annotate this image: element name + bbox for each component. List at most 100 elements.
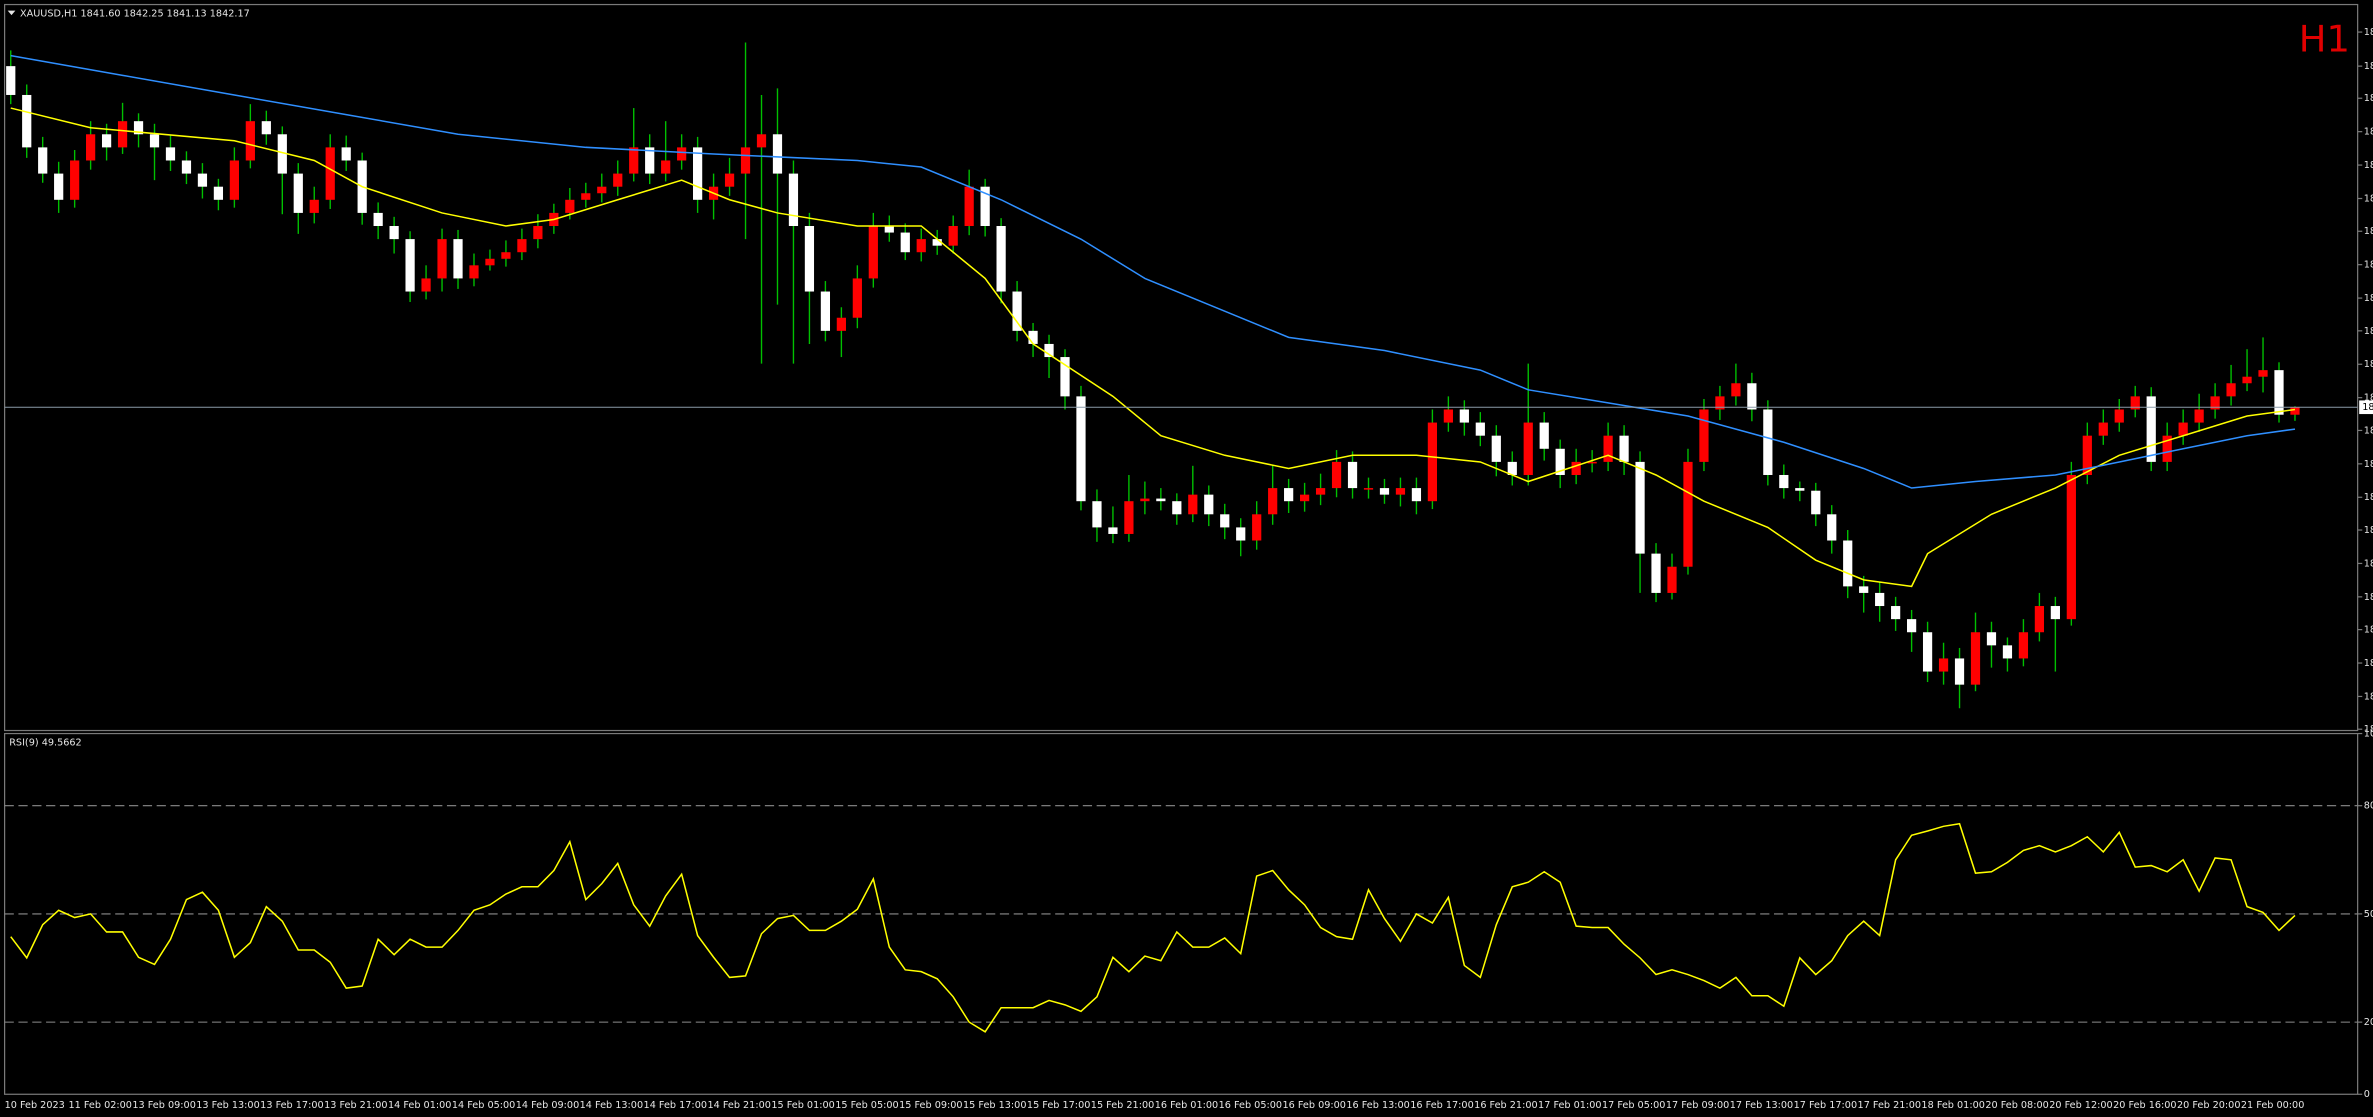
candle-body (661, 160, 671, 174)
header-arrow (7, 10, 16, 16)
x-tick-label: 17 Feb 09:00 (1666, 1100, 1729, 1111)
candle-body (421, 278, 431, 292)
candle-body (485, 258, 495, 266)
candle-body (884, 226, 894, 233)
y-tick-label: 1840.40 (2364, 425, 2373, 436)
candle-body (38, 147, 48, 174)
candle-body (2194, 409, 2204, 423)
y-tick-label: 1822.65 (2364, 658, 2373, 669)
candle-body (1172, 501, 1182, 515)
candle-body (1124, 501, 1134, 534)
x-tick-label: 10 Feb 2023 (5, 1100, 65, 1111)
candle-body (1795, 488, 1805, 491)
rsi-line (10, 822, 2296, 1033)
candle-body (1156, 498, 1166, 502)
candle-body (213, 186, 224, 200)
candle-body (900, 232, 910, 253)
candle-body (325, 147, 335, 200)
candle-body (1268, 488, 1278, 515)
x-tick-label: 14 Feb 13:00 (580, 1100, 643, 1111)
candle-body (1811, 490, 1821, 515)
candle-body (1220, 514, 1230, 528)
candle-body (2146, 396, 2156, 462)
candle-body (613, 173, 623, 187)
candle-body (2290, 407, 2300, 415)
x-tick-label: 14 Feb 17:00 (644, 1100, 707, 1111)
candle-body (964, 186, 974, 227)
candle-body (693, 147, 703, 200)
candle-body (2242, 376, 2252, 384)
candle-body (405, 239, 415, 292)
candle-body (1970, 632, 1981, 685)
y-tick-label: 1820.10 (2364, 691, 2373, 702)
candle-body (2210, 396, 2220, 410)
candle-body (229, 160, 239, 200)
candle-body (2226, 383, 2236, 397)
candle-body (1763, 409, 1773, 475)
y-tick-label: 100 (2364, 729, 2373, 740)
y-tick-label: 1868.20 (2364, 61, 2373, 72)
x-tick-label: 13 Feb 17:00 (260, 1100, 323, 1111)
candle-body (1843, 540, 1853, 587)
candle-body (1411, 488, 1422, 502)
candle-body (245, 121, 255, 161)
candle-body (1523, 422, 1533, 475)
candle-body (1236, 527, 1246, 541)
candle-body (1891, 606, 1901, 620)
candle-body (1315, 488, 1326, 495)
candle-body (86, 134, 96, 161)
x-tick-label: 14 Feb 01:00 (388, 1100, 451, 1111)
candle-body (133, 121, 144, 135)
candle-body (1028, 330, 1038, 344)
current-price-label: 1842.17 (2362, 402, 2373, 413)
candle-body (437, 239, 447, 279)
y-tick-label: 1832.80 (2364, 525, 2373, 536)
candle-body (1859, 586, 1869, 593)
x-tick-label: 16 Feb 21:00 (1474, 1100, 1537, 1111)
y-tick-label: 1848.00 (2364, 326, 2373, 337)
candle-body (629, 147, 639, 174)
candle-body (2002, 645, 2013, 659)
y-tick-label: 1845.45 (2364, 359, 2373, 370)
y-tick-label: 1863.20 (2364, 127, 2373, 138)
candle-body (533, 226, 543, 240)
candle-body (1108, 527, 1118, 534)
candle-body (54, 173, 64, 200)
x-tick-label: 14 Feb 09:00 (516, 1100, 579, 1111)
candle-body (2050, 606, 2060, 620)
y-tick-label: 1830.25 (2364, 558, 2373, 569)
candle-body (1922, 632, 1933, 672)
y-tick-label: 1850.50 (2364, 293, 2373, 304)
candle-body (1092, 501, 1102, 528)
candle-body (1379, 488, 1390, 495)
candle-body (517, 239, 527, 253)
candle-body (2258, 370, 2268, 377)
candle-body (1140, 498, 1150, 502)
candle-body (645, 147, 655, 174)
candle-body (1427, 422, 1438, 502)
candle-body (677, 147, 687, 161)
candle-body (597, 186, 607, 194)
current-price-box (2359, 400, 2373, 415)
candle-body (1907, 619, 1917, 633)
candle-body (181, 160, 192, 174)
y-tick-label: 1855.60 (2364, 226, 2373, 237)
candle-body (1012, 291, 1022, 331)
y-tick-label: 1842.90 (2364, 393, 2373, 404)
candle-body (1875, 592, 1885, 607)
y-tick-label: 1817.60 (2364, 724, 2373, 735)
candle-body (389, 226, 399, 240)
candle-body (788, 173, 799, 227)
candle-body (2082, 435, 2092, 475)
x-tick-label: 20 Feb 20:00 (2177, 1100, 2240, 1111)
x-tick-label: 17 Feb 13:00 (1730, 1100, 1793, 1111)
candle-body (868, 226, 878, 279)
x-tick-label: 20 Feb 16:00 (2113, 1100, 2176, 1111)
candle-body (724, 173, 735, 187)
candle-body (341, 147, 351, 161)
y-tick-label: 80 (2364, 801, 2373, 812)
candle-body (996, 226, 1006, 292)
candle-body (772, 134, 783, 174)
candle-body (932, 239, 942, 246)
